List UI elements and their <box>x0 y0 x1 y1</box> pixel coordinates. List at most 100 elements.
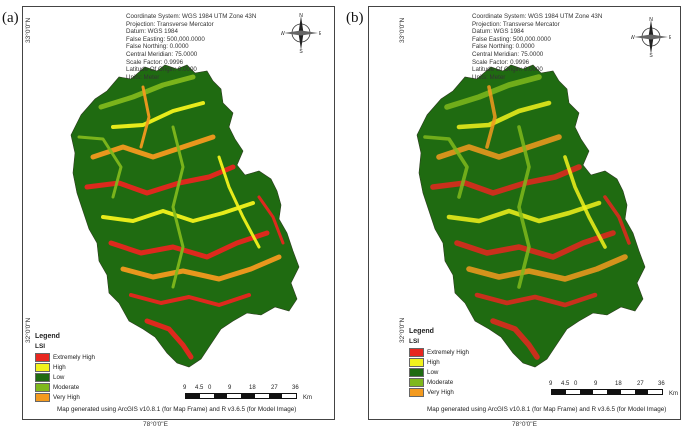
panel-label-b: (b) <box>346 10 364 26</box>
lsi-zone <box>430 164 582 196</box>
info-line: Units: Meter <box>126 73 160 81</box>
scale-bar-segments <box>185 393 297 399</box>
legend-label: Extremely High <box>53 353 95 361</box>
lsi-zone <box>171 125 185 289</box>
legend-item: High <box>35 362 95 372</box>
lsi-zone <box>444 74 542 110</box>
lsi-zone <box>90 134 216 160</box>
lsi-zone <box>454 230 616 260</box>
scale-tick: 9 <box>594 381 598 387</box>
info-line: Scale Factor: 0.9996 <box>126 58 184 66</box>
info-line: Coordinate System: WGS 1984 UTM Zone 43N <box>126 13 257 20</box>
legend-label: Extremely High <box>427 348 469 356</box>
info-line: Latitude Of Origin: 0.0000 <box>126 66 197 74</box>
legend-swatch <box>35 372 50 382</box>
legend-item: Low <box>409 367 469 377</box>
map-credit-b: Map generated using ArcGIS v10.8.1 (for … <box>427 406 667 413</box>
lsi-zone <box>77 135 123 199</box>
info-line: False Easting: 500,000.0000 <box>472 35 551 43</box>
legend-swatch <box>35 382 50 392</box>
info-line: Datum: WGS 1984 <box>472 28 524 36</box>
compass-s: S <box>299 49 303 53</box>
legend-swatch <box>409 377 424 387</box>
longitude-label-b: 78°0'0"E <box>512 421 537 428</box>
lsi-zone <box>423 135 469 199</box>
legend-swatch <box>35 362 50 372</box>
legend-swatch <box>409 387 424 397</box>
lsi-zone <box>111 101 205 129</box>
lsi-zone <box>466 254 628 282</box>
legend-swatch <box>35 392 50 402</box>
scale-tick: 9 <box>183 385 187 391</box>
legend-title: Legend <box>409 328 434 335</box>
info-line: Central Meridian: 75.0000 <box>126 50 198 58</box>
lsi-zone <box>446 200 602 224</box>
legend-swatch <box>409 357 424 367</box>
compass-w: W <box>631 35 635 41</box>
lsi-zone <box>101 201 255 223</box>
scale-tick: 9 <box>228 385 232 391</box>
compass-e: E <box>669 35 671 41</box>
lsi-zone <box>98 74 196 110</box>
compass-n: N <box>299 13 303 19</box>
lsi-zone <box>139 85 151 149</box>
scale-tick: 4.5 <box>195 385 204 391</box>
info-line: Scale Factor: 0.9996 <box>472 58 530 66</box>
north-arrow-compass: N S E W <box>281 13 321 53</box>
info-line: False Northing: 0.0000 <box>126 43 189 51</box>
info-line: False Northing: 0.0000 <box>472 43 535 51</box>
scale-unit: Km <box>303 395 312 401</box>
latitude-label-bottom: 32°0'0"N <box>25 317 32 343</box>
scale-bar-a: 9 4.5 0 9 18 27 36 Km <box>183 385 312 401</box>
legend-swatch <box>35 352 50 362</box>
legend-label: Low <box>427 368 439 376</box>
latitude-label-top: 33°0'0"N <box>399 17 406 43</box>
lsi-region-map-b <box>416 64 646 368</box>
legend-label: High <box>53 363 66 371</box>
legend-a: Legend LSI Extremely High High Low Moder… <box>35 333 95 402</box>
lsi-zone <box>108 230 270 260</box>
lsi-zone <box>84 164 236 196</box>
info-line: Datum: WGS 1984 <box>126 28 178 36</box>
info-line: Central Meridian: 75.0000 <box>472 50 544 58</box>
scale-tick: 18 <box>615 381 622 387</box>
lsi-zone <box>129 293 251 307</box>
scale-bar-segments <box>551 389 663 395</box>
compass-w: W <box>281 31 285 37</box>
legend-subtitle: LSI <box>409 338 420 345</box>
legend-label: High <box>427 358 440 366</box>
compass-e: E <box>319 31 321 37</box>
scale-tick: 9 <box>549 381 553 387</box>
lsi-zone <box>490 318 540 360</box>
legend-item: Low <box>35 372 95 382</box>
scale-tick: 36 <box>292 385 299 391</box>
legend-item: High <box>409 357 469 367</box>
legend-label: Very High <box>53 393 80 401</box>
scale-unit: Km <box>669 391 678 397</box>
info-line: Units: Meter <box>472 73 506 81</box>
map-credit-a: Map generated using ArcGIS v10.8.1 (for … <box>57 406 297 413</box>
lsi-zone <box>485 85 497 149</box>
legend-item: Moderate <box>409 377 469 387</box>
lsi-zone <box>517 125 531 289</box>
panel-label-a: (a) <box>2 10 19 26</box>
legend-label: Moderate <box>427 378 454 386</box>
scale-bar-b: 9 4.5 0 9 18 27 36 Km <box>549 381 678 397</box>
north-arrow-compass: N S E W <box>631 17 671 57</box>
compass-n: N <box>649 17 653 23</box>
coordinate-info-a: Coordinate System: WGS 1984 UTM Zone 43N… <box>126 13 256 81</box>
compass-s: S <box>649 53 653 57</box>
legend-item: Extremely High <box>35 352 95 362</box>
lsi-zone <box>603 195 631 245</box>
lsi-zone <box>144 318 194 360</box>
lsi-zone <box>120 254 282 282</box>
legend-subtitle: LSI <box>35 343 46 350</box>
scale-tick: 18 <box>249 385 256 391</box>
scale-tick: 36 <box>658 381 665 387</box>
info-line: Projection: Transverse Mercator <box>472 20 560 28</box>
legend-item: Very High <box>35 392 95 402</box>
scale-tick: 27 <box>271 385 278 391</box>
lsi-zone <box>257 195 285 245</box>
legend-label: Low <box>53 373 65 381</box>
scale-tick: 0 <box>208 385 212 391</box>
